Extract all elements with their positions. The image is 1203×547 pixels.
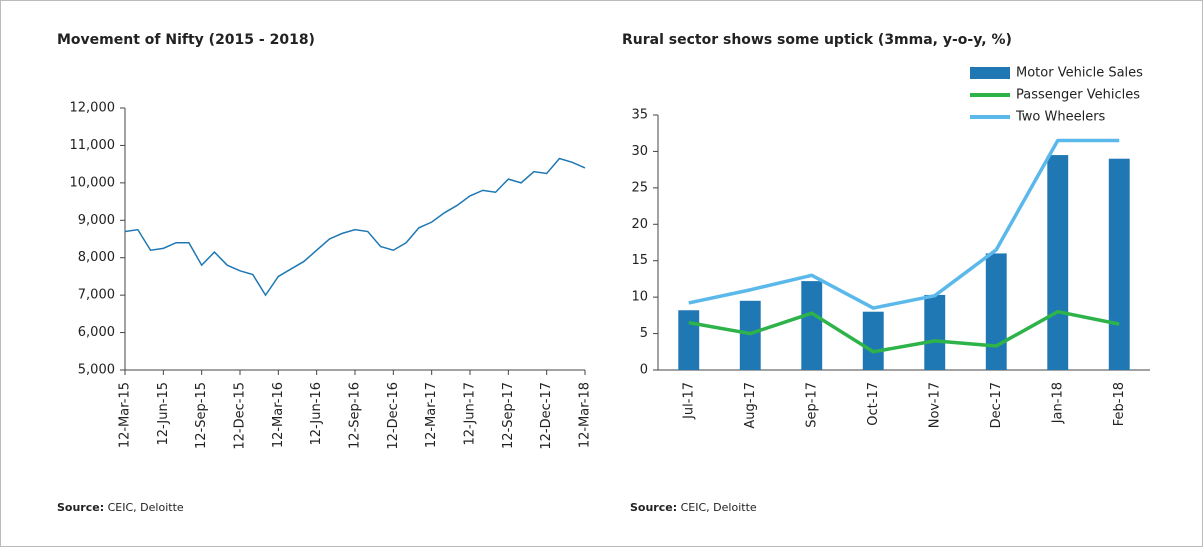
y-tick-label: 10,000: [70, 175, 116, 190]
bar: [985, 253, 1007, 370]
bar: [862, 311, 884, 370]
x-tick-label: 12-Dec-16: [386, 382, 401, 450]
line: [688, 138, 1120, 310]
legend-label: Passenger Vehicles: [1016, 88, 1140, 103]
source-text: CEIC, Deloitte: [108, 501, 184, 514]
x-tick-label: 12-Dec-17: [539, 382, 554, 450]
x-tick-label: Jul-17: [681, 382, 696, 420]
x-tick-label: 12-Jun-17: [463, 382, 478, 446]
x-tick-label: 12-Mar-16: [271, 382, 286, 448]
source-label: Source:: [630, 501, 677, 514]
chart-title: Movement of Nifty (2015 - 2018): [57, 32, 315, 48]
chart-title: Rural sector shows some uptick (3mma, y-…: [622, 32, 1012, 48]
bar: [1108, 158, 1130, 370]
source-text: CEIC, Deloitte: [681, 501, 757, 514]
x-tick-label: 12-Sep-16: [348, 382, 363, 449]
x-tick-label: 12-Dec-15: [233, 382, 248, 450]
bar: [739, 300, 761, 370]
x-tick-label: 12-Mar-18: [578, 382, 593, 448]
y-tick-label: 6,000: [78, 325, 115, 340]
x-tick-label: 12-Mar-17: [424, 382, 439, 448]
x-tick-label: Feb-18: [1112, 382, 1127, 426]
y-tick-label: 5: [640, 326, 648, 341]
source: Source: CEIC, Deloitte: [630, 501, 757, 514]
legend-swatch: [970, 67, 1010, 79]
source: Source: CEIC, Deloitte: [57, 501, 184, 514]
source-label: Source:: [57, 501, 104, 514]
bar: [678, 310, 700, 370]
x-tick-label: 12-Sep-17: [501, 382, 516, 449]
y-tick-label: 0: [640, 363, 648, 378]
x-tick-label: Dec-17: [989, 382, 1004, 428]
x-tick-label: Jan-18: [1050, 382, 1065, 424]
line: [124, 157, 586, 297]
bar: [924, 294, 946, 370]
y-tick-label: 35: [631, 108, 648, 123]
x-tick-label: 12-Sep-15: [194, 382, 209, 449]
x-tick-label: 12-Jun-16: [309, 382, 324, 446]
x-tick-label: Oct-17: [866, 382, 881, 426]
y-tick-label: 25: [631, 180, 648, 195]
x-tick-label: Aug-17: [743, 382, 758, 429]
y-tick-label: 10: [631, 290, 648, 305]
x-tick-label: Sep-17: [804, 382, 819, 428]
x-tick-label: Nov-17: [927, 382, 942, 428]
y-tick-label: 15: [631, 253, 648, 268]
y-tick-label: 9,000: [78, 213, 115, 228]
y-tick-label: 7,000: [78, 288, 115, 303]
y-tick-label: 12,000: [70, 101, 116, 116]
bar: [801, 281, 823, 370]
y-tick-label: 20: [631, 217, 648, 232]
y-tick-label: 5,000: [78, 363, 115, 378]
bar: [1047, 155, 1069, 370]
legend-label: Two Wheelers: [1015, 110, 1106, 125]
y-tick-label: 8,000: [78, 250, 115, 265]
x-tick-label: 12-Mar-15: [118, 382, 133, 448]
legend-label: Motor Vehicle Sales: [1016, 66, 1143, 81]
x-tick-label: 12-Jun-15: [156, 382, 171, 446]
y-tick-label: 11,000: [70, 138, 116, 153]
line: [688, 309, 1120, 354]
y-tick-label: 30: [631, 144, 648, 159]
